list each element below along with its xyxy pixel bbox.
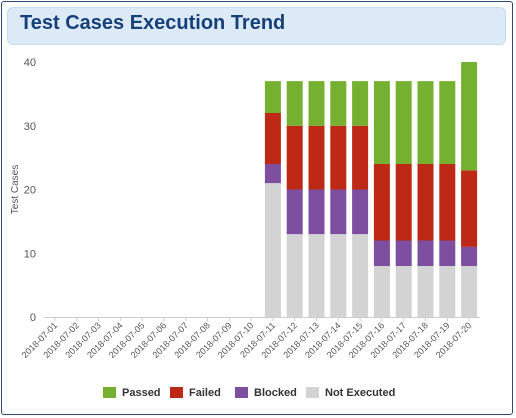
- bar-segment: [461, 170, 478, 247]
- bar-segment: [439, 81, 456, 164]
- bar-segment: [373, 81, 390, 164]
- legend-label: Not Executed: [325, 387, 395, 399]
- bar-segment: [373, 240, 390, 266]
- bar-segment: [286, 234, 303, 317]
- y-axis-label: Test Cases: [10, 165, 21, 214]
- bar-segment: [395, 164, 412, 241]
- bar-segment: [417, 240, 434, 266]
- bar-segment: [439, 164, 456, 241]
- chart-title: Test Cases Execution Trend: [20, 12, 286, 34]
- bar-segment: [308, 125, 325, 190]
- y-tick-label: 30: [24, 121, 36, 133]
- bar-segment: [264, 183, 281, 317]
- y-tick-label: 10: [24, 248, 36, 260]
- panel-header: Test Cases Execution Trend: [7, 7, 506, 45]
- bar-segment: [308, 234, 325, 317]
- bar-segment: [264, 113, 281, 164]
- bar-segment: [308, 189, 325, 235]
- bar-segment: [352, 189, 369, 235]
- bar-segment: [264, 164, 281, 184]
- bar-segment: [330, 189, 347, 235]
- bar-segment: [352, 81, 369, 126]
- y-tick-label: 0: [30, 312, 36, 324]
- bar-segment: [395, 240, 412, 266]
- bar-segment: [395, 81, 412, 164]
- bar-segment: [395, 266, 412, 317]
- bar-segment: [352, 234, 369, 317]
- legend-swatch: [235, 387, 248, 398]
- bar-segment: [330, 81, 347, 126]
- bar-segment: [286, 125, 303, 190]
- bar-segment: [308, 81, 325, 126]
- bar-segment: [286, 189, 303, 235]
- bar-segment: [330, 234, 347, 317]
- bar-segment: [352, 125, 369, 190]
- bar-segment: [439, 240, 456, 266]
- bar-segment: [439, 266, 456, 317]
- bar-segment: [330, 125, 347, 190]
- bar-segment: [373, 266, 390, 317]
- bar-segment: [417, 266, 434, 317]
- legend-swatch: [306, 387, 319, 398]
- bar-segment: [264, 81, 281, 113]
- bar-segment: [417, 164, 434, 241]
- legend-label: Failed: [189, 387, 221, 399]
- y-tick-label: 40: [24, 57, 36, 69]
- bar-segment: [461, 246, 478, 266]
- bar-segment: [461, 266, 478, 317]
- bar-segment: [286, 81, 303, 126]
- legend-swatch: [103, 387, 116, 398]
- legend-swatch: [170, 387, 183, 398]
- bar-segment: [461, 62, 478, 171]
- legend-label: Passed: [122, 387, 161, 399]
- bar-segment: [417, 81, 434, 164]
- legend-label: Blocked: [254, 387, 297, 399]
- bar-segment: [373, 164, 390, 241]
- y-tick-label: 20: [24, 185, 36, 197]
